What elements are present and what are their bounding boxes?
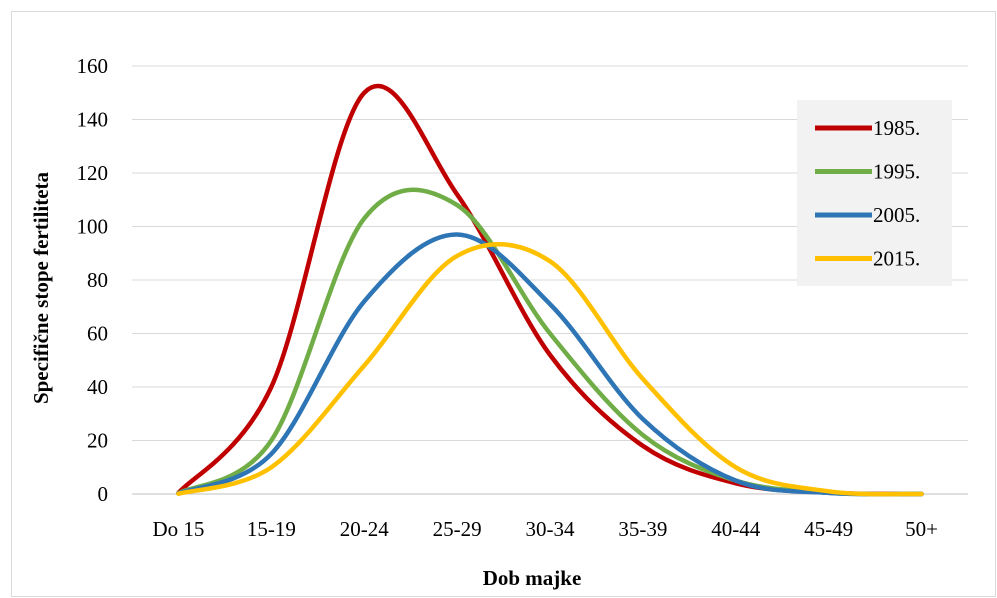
y-tick-label: 140 [77,108,109,132]
x-tick-label: 15-19 [247,517,296,541]
legend-label: 2015. [873,247,920,271]
y-tick-label: 40 [87,375,108,399]
x-tick-label: 45-49 [804,517,853,541]
x-tick-label: 35-39 [618,517,667,541]
y-tick-label: 120 [77,161,109,185]
x-tick-label: 30-34 [526,517,575,541]
x-tick-label: 50+ [905,517,938,541]
x-tick-label: 20-24 [340,517,389,541]
legend-label: 1995. [873,160,920,184]
y-axis-title: Specifične stope fertiliteta [29,171,53,404]
y-tick-label: 80 [87,268,108,292]
legend-label: 2005. [873,203,920,227]
x-tick-label: 25-29 [433,517,482,541]
legend: 1985. 1995. 2005. 2015. [797,100,952,286]
y-tick-label: 0 [98,482,109,506]
y-tick-label: 60 [87,322,108,346]
y-axis-ticks: 0 20 40 60 80 100 120 140 160 [77,54,109,506]
series-line-2005 [176,232,924,497]
x-tick-label: Do 15 [152,517,204,541]
x-tick-label: 40-44 [711,517,760,541]
y-tick-label: 20 [87,429,108,453]
y-tick-label: 160 [77,54,109,78]
legend-background [797,100,952,286]
legend-label: 1985. [873,116,920,140]
x-axis-title: Dob majke [483,566,582,590]
series-line-2015 [176,241,924,497]
y-tick-label: 100 [77,215,109,239]
x-axis-ticks: Do 15 15-19 20-24 25-29 30-34 35-39 40-44 45-49… [152,517,937,541]
series-lines [176,83,924,497]
